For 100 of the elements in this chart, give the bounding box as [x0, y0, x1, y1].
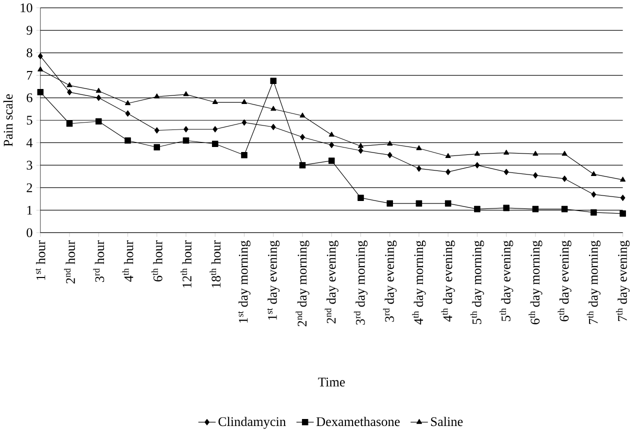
x-tick-label: 2$^{nd}$ hour: [64, 240, 75, 284]
point: [504, 169, 509, 176]
point: [270, 78, 277, 84]
point: [591, 192, 596, 198]
point: [95, 118, 102, 125]
y-tick-label: 10: [20, 4, 32, 12]
point: [183, 91, 189, 96]
y-tick-label: 4: [26, 138, 33, 148]
y-tick-label: 9: [26, 26, 32, 35]
point: [444, 200, 452, 207]
point: [184, 126, 188, 133]
point: [96, 94, 102, 102]
point: [387, 152, 392, 158]
legend-label: Dexamethasone: [316, 417, 400, 426]
y-tick-label: 0: [26, 228, 32, 238]
x-tick-label: 12$^{th}$ hour: [180, 240, 192, 288]
point: [358, 194, 364, 202]
x-tick-label: 6$^{th}$ hour: [151, 240, 162, 282]
x-tick-label: 18$^{th}$ hour: [210, 240, 221, 288]
point: [386, 200, 393, 207]
x-tick-label: 2$^{nd}$ day morning: [296, 240, 310, 326]
y-tick-label: 1: [27, 206, 32, 215]
point: [96, 88, 102, 93]
point: [474, 162, 480, 169]
y-tick-label: 6: [26, 94, 32, 102]
point: [125, 110, 130, 117]
x-tick-label: 5$^{th}$ day evening: [500, 240, 514, 322]
legend-label: Saline: [431, 417, 463, 426]
point: [358, 148, 364, 154]
point: [299, 162, 306, 169]
y-tick-label: 3: [26, 161, 32, 170]
point: [416, 145, 422, 150]
x-tick-label: 7$^{th}$ day morning: [586, 240, 601, 324]
point: [620, 176, 626, 182]
x-tick-label: 6$^{th}$ day morning: [528, 240, 542, 324]
point: [329, 142, 334, 148]
point: [154, 144, 160, 151]
x-tick-label: 4$^{th}$ hour: [122, 240, 134, 282]
point: [445, 153, 451, 158]
point: [212, 126, 218, 133]
point: [474, 151, 480, 156]
point: [562, 151, 568, 156]
point: [212, 140, 218, 148]
point: [503, 205, 510, 212]
x-tick-label: 1$^{st}$ hour: [36, 240, 46, 280]
x-tick-label: 4$^{th}$ day morning: [412, 240, 426, 325]
x-axis-title: Time: [318, 378, 345, 387]
y-tick-label: 7: [27, 71, 32, 80]
point: [241, 152, 248, 158]
x-tick-label: 1$^{st}$ day evening: [267, 240, 280, 320]
point: [242, 120, 247, 126]
point: [328, 132, 334, 137]
point: [532, 151, 538, 156]
x-tick-label: 3$^{rd}$ day evening: [383, 240, 397, 322]
x-tick-label: 2$^{nd}$ day evening: [324, 240, 338, 324]
point: [300, 112, 306, 118]
point: [182, 138, 190, 144]
y-tick-label: 2: [26, 184, 32, 192]
point: [270, 106, 276, 111]
x-tick-label: 1$^{st}$ day morning: [238, 240, 250, 323]
x-tick-label: 3$^{rd}$ hour: [93, 240, 104, 282]
point: [66, 120, 73, 127]
point: [416, 166, 422, 172]
point: [620, 210, 626, 217]
x-tick-label: 3$^{rd}$ day morning: [354, 240, 368, 325]
point: [154, 127, 160, 134]
point: [446, 169, 451, 176]
point: [416, 200, 422, 207]
point: [590, 210, 597, 216]
x-tick-label: 6$^{th}$ day evening: [558, 240, 572, 322]
x-tick-label: 5$^{th}$ day morning: [470, 240, 484, 324]
point: [38, 66, 44, 72]
point: [212, 99, 218, 104]
legend-label: Clindamycin: [218, 417, 286, 430]
point: [270, 124, 276, 130]
point: [328, 158, 335, 164]
point: [562, 176, 567, 182]
point: [38, 53, 43, 60]
point: [124, 138, 131, 144]
point: [504, 150, 510, 155]
point: [387, 140, 393, 146]
point: [37, 89, 44, 96]
x-tick-label: 7$^{th}$ day evening: [616, 240, 630, 322]
point: [241, 99, 248, 104]
y-tick-label: 5: [26, 116, 32, 125]
x-tick-label: 4$^{th}$ day evening: [441, 240, 455, 322]
point: [67, 89, 72, 96]
point: [300, 134, 305, 140]
point: [66, 82, 72, 88]
point: [533, 172, 538, 179]
point: [474, 206, 480, 212]
point: [154, 94, 160, 99]
point: [620, 194, 626, 202]
point: [124, 100, 131, 106]
point: [358, 143, 364, 148]
point: [561, 206, 568, 212]
point: [532, 206, 539, 212]
point: [590, 171, 596, 176]
y-axis-title: Pain scale: [3, 94, 13, 147]
y-tick-label: 8: [26, 48, 32, 58]
